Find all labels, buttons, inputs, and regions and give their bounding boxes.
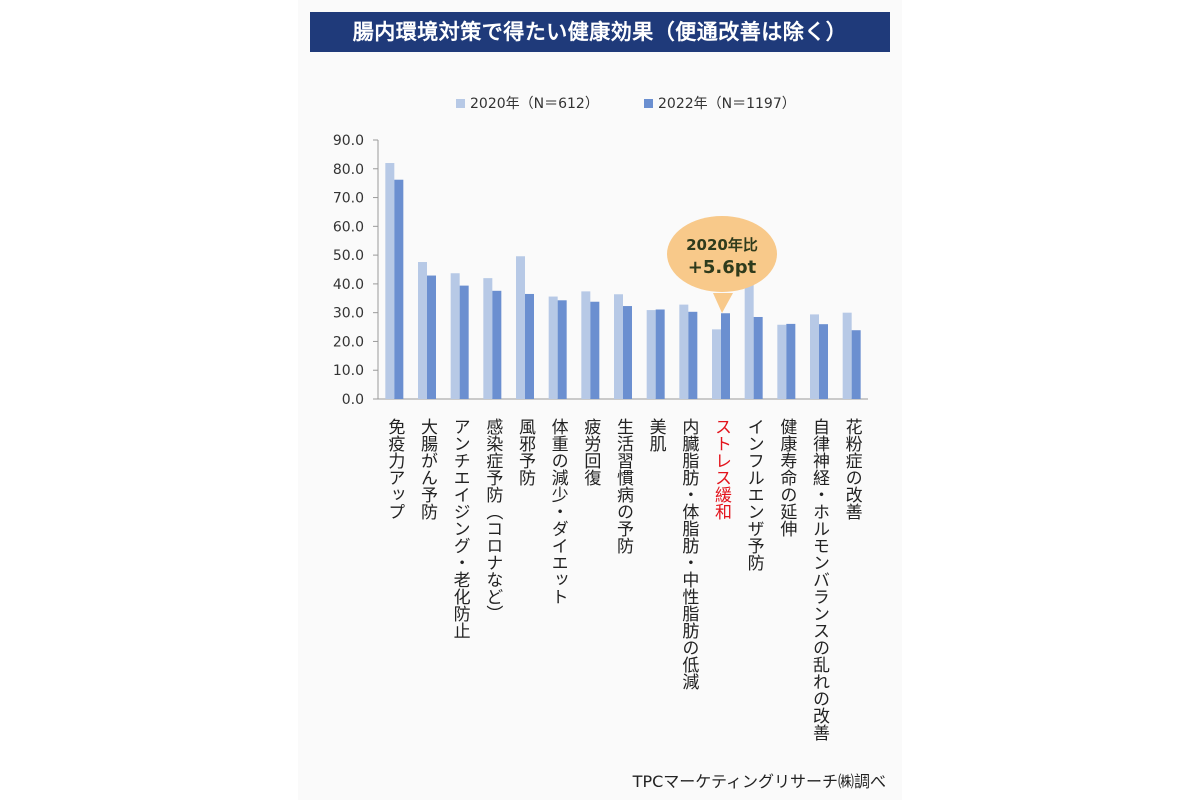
bar-2022 [459,285,469,399]
bar-2022 [851,330,861,399]
y-tick-label: 40.0 [333,277,364,293]
legend-item-2022: 2022年（N＝1197） [644,96,796,112]
bar-2022 [492,290,502,399]
category-label: アンチエイジング・老化防止 [449,418,470,639]
bar-2022 [557,300,567,399]
callout-line1: 2020年比 [686,236,758,254]
category-label: 疲労回復 [580,418,601,486]
bar-2022 [623,306,632,399]
y-tick-label: 20.0 [333,334,364,350]
legend-swatch [644,99,653,108]
bars [385,163,861,399]
category-label: ストレス緩和 [711,418,731,520]
category-label: 花粉症の改善 [841,418,862,520]
bar-2020 [418,262,427,399]
category-label: 大腸がん予防 [417,418,437,520]
bar-2022 [427,275,436,399]
callout-line2: +5.6pt [688,257,757,278]
bar-2020 [385,163,395,399]
category-label: 風邪予防 [515,418,535,486]
legend-swatch [456,99,465,108]
bar-2020 [744,270,754,399]
bar-2020 [842,312,852,399]
category-label: 感染症予防（コロナなど） [482,418,503,622]
bar-2020 [581,291,591,399]
bar-2022 [819,324,828,399]
y-tick-label: 0.0 [342,392,364,408]
bar-2020 [614,294,623,399]
bar-2020 [777,324,787,399]
chart-panel [298,0,902,800]
legend-label: 2022年（N＝1197） [658,96,796,112]
callout-ellipse [667,216,777,292]
y-tick-label: 70.0 [333,191,364,207]
bar-2020 [483,278,493,399]
bar-2022 [753,316,763,399]
category-label: 美肌 [645,418,666,452]
category-label: 体重の減少・ダイエット [547,418,568,605]
bar-2022 [721,313,730,399]
category-label: 健康寿命の延伸 [776,418,797,537]
y-tick-label: 80.0 [333,162,364,178]
bar-2022 [394,179,404,399]
bar-2020 [450,273,460,399]
callout-bubble: 2020年比 +5.6pt [667,216,777,313]
bar-2020 [712,329,721,399]
y-tick-label: 30.0 [333,306,364,322]
category-label: 自律神経・ホルモンバランスの乱れの改善 [809,418,829,741]
category-label: インフルエンザ予防 [743,418,764,571]
category-label: 内臓脂肪・体脂肪・中性脂肪の低減 [678,418,699,690]
bar-2022 [525,293,534,399]
bar-2022 [688,311,698,399]
bar-2020 [679,304,689,399]
bar-2020 [646,310,656,399]
y-tick-label: 50.0 [333,248,364,264]
legend-label: 2020年（N＝612） [470,96,599,112]
y-tick-label: 60.0 [333,219,364,235]
category-label: 免疫力アップ [384,418,405,520]
source-footer: TPCマーケティングリサーチ㈱調べ [632,772,886,791]
bar-2020 [810,314,819,399]
bar-2022 [590,301,600,399]
bar-2020 [516,256,525,399]
legend-item-2020: 2020年（N＝612） [456,96,599,112]
bar-2022 [786,323,796,399]
chart-title: 腸内環境対策で得たい健康効果（便通改善は除く） [310,12,890,52]
y-tick-label: 90.0 [333,133,364,149]
bar-2020 [548,296,558,399]
legend: 2020年（N＝612） 2022年（N＝1197） [456,96,796,112]
callout-pointer [713,293,733,313]
y-tick-label: 10.0 [333,363,364,379]
category-label: 生活習慣病の予防 [613,418,633,554]
bar-2022 [655,309,665,399]
